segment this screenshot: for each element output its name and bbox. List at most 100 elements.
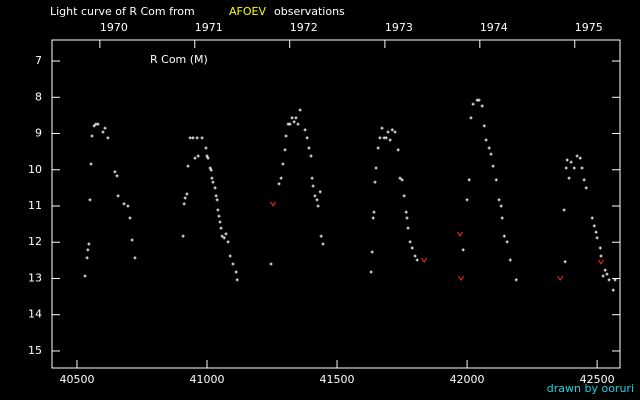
point <box>321 242 325 246</box>
plot-frame <box>51 39 621 369</box>
point <box>562 208 566 212</box>
point <box>406 226 410 230</box>
point <box>106 136 110 140</box>
point <box>219 226 223 230</box>
point <box>594 230 598 234</box>
point <box>209 168 213 172</box>
point <box>390 128 394 132</box>
point <box>499 204 503 208</box>
point <box>477 98 481 102</box>
point <box>303 128 307 132</box>
point <box>374 166 378 170</box>
point <box>319 234 323 238</box>
point <box>133 256 137 260</box>
y-tick-label: 14 <box>28 308 42 321</box>
point <box>270 201 276 207</box>
point <box>85 256 89 260</box>
point <box>601 274 605 278</box>
point <box>126 204 130 208</box>
point <box>216 208 220 212</box>
point <box>210 176 214 180</box>
point <box>564 166 568 170</box>
y-tick-label: 7 <box>35 54 42 67</box>
point <box>563 260 567 264</box>
point <box>578 156 582 160</box>
point <box>467 178 471 182</box>
point <box>83 274 87 278</box>
point <box>195 136 199 140</box>
point <box>603 268 607 272</box>
point <box>607 278 611 282</box>
point <box>96 122 100 126</box>
point <box>296 122 300 126</box>
y-tick-label: 8 <box>35 90 42 103</box>
point <box>590 216 594 220</box>
top-tick-label: 1970 <box>100 21 128 34</box>
point <box>386 130 390 134</box>
point <box>370 250 374 254</box>
y-tick-label: 12 <box>28 235 42 248</box>
point <box>404 210 408 214</box>
top-tick-label: 1973 <box>385 21 413 34</box>
point <box>502 234 506 238</box>
point <box>181 234 185 238</box>
point <box>288 122 292 126</box>
point <box>205 154 209 158</box>
point <box>217 214 221 218</box>
point <box>595 236 599 240</box>
point <box>388 138 392 142</box>
point <box>284 134 288 138</box>
point <box>592 224 596 228</box>
point <box>183 196 187 200</box>
point <box>307 146 311 150</box>
top-tick-label: 1972 <box>290 21 318 34</box>
point <box>494 178 498 182</box>
top-tick-label: 1974 <box>480 21 508 34</box>
point <box>214 194 218 198</box>
point <box>294 116 298 120</box>
point <box>393 130 397 134</box>
point <box>413 254 417 258</box>
y-tick-label: 11 <box>28 199 42 212</box>
point <box>122 202 126 206</box>
point <box>185 192 189 196</box>
y-tick-label: 13 <box>28 271 42 284</box>
point <box>405 216 409 220</box>
point <box>487 146 491 150</box>
point <box>182 202 186 206</box>
point <box>565 158 569 162</box>
point <box>380 126 384 130</box>
point <box>89 162 93 166</box>
point <box>279 176 283 180</box>
point <box>218 220 222 224</box>
point <box>508 258 512 262</box>
point <box>415 258 419 262</box>
point <box>500 216 504 220</box>
point <box>116 194 120 198</box>
point <box>491 164 495 168</box>
point <box>281 162 285 166</box>
point <box>557 275 564 282</box>
point <box>228 254 232 258</box>
point <box>318 190 322 194</box>
point <box>130 238 134 242</box>
credit: drawn by ooruri <box>547 382 634 395</box>
point <box>290 116 294 120</box>
y-tick-label: 15 <box>28 344 42 357</box>
point <box>598 259 604 265</box>
point <box>128 216 132 220</box>
point <box>471 102 475 106</box>
point <box>376 146 380 150</box>
point <box>372 210 376 214</box>
point <box>369 270 373 274</box>
point <box>196 154 200 158</box>
point <box>378 136 382 140</box>
point <box>310 176 314 180</box>
point <box>465 198 469 202</box>
point <box>211 180 215 184</box>
point <box>313 194 317 198</box>
point <box>186 164 190 168</box>
point <box>305 136 309 140</box>
point <box>461 248 465 252</box>
